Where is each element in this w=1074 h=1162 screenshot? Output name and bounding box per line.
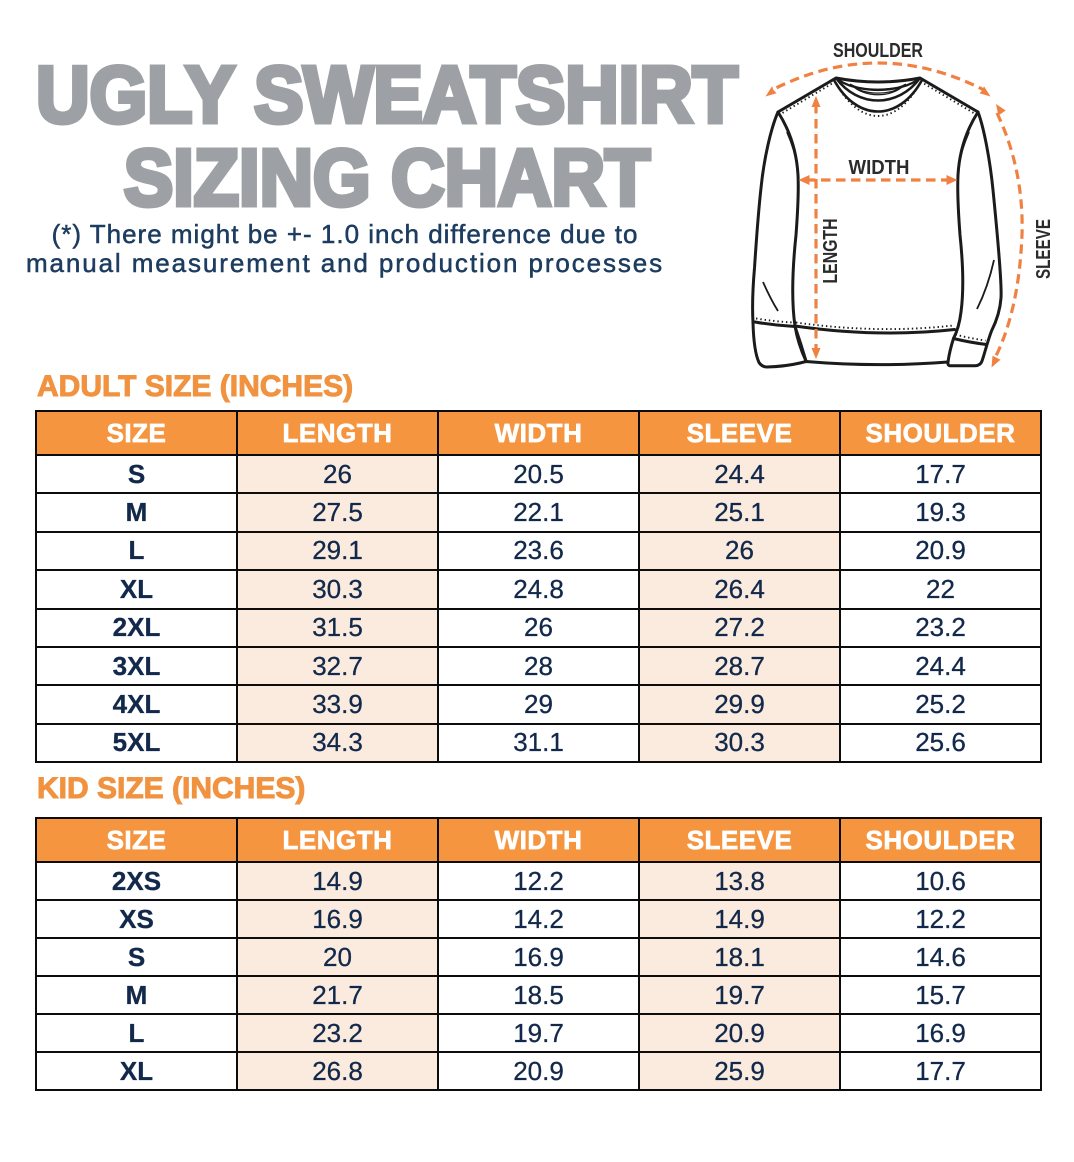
svg-text:SHOULDER: SHOULDER xyxy=(833,40,923,62)
svg-text:WIDTH: WIDTH xyxy=(849,157,910,179)
svg-text:LENGTH: LENGTH xyxy=(820,219,842,284)
svg-text:SLEEVE: SLEEVE xyxy=(1033,219,1055,279)
